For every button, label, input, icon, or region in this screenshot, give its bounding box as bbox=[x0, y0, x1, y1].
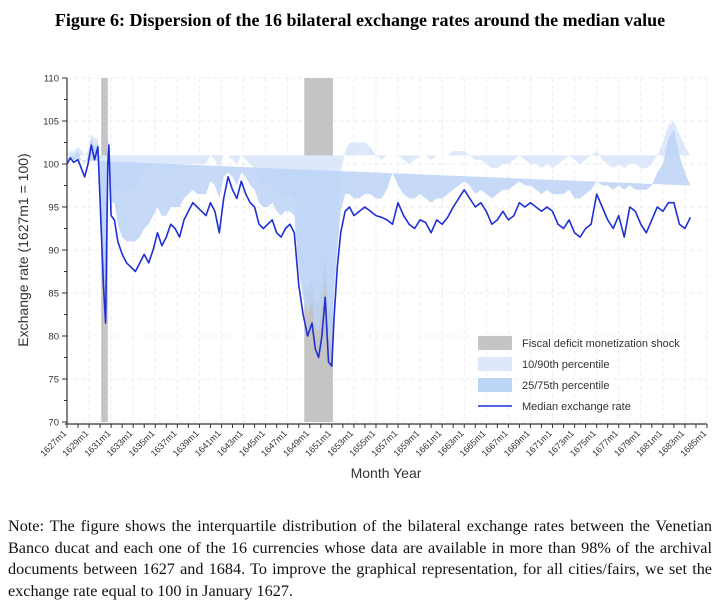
y-tick-label: 95 bbox=[48, 203, 59, 214]
legend-label: 10/90th percentile bbox=[522, 359, 609, 371]
y-tick-label: 85 bbox=[48, 289, 59, 300]
legend-label: Fiscal deficit monetization shock bbox=[522, 338, 680, 350]
median-line bbox=[66, 144, 692, 367]
chart: 7075808590951001051101627m11629m11631m11… bbox=[15, 74, 708, 482]
gridlines bbox=[66, 77, 708, 423]
y-tick-label: 110 bbox=[44, 74, 59, 85]
legend: Fiscal deficit monetization shock 10/90th… bbox=[478, 336, 680, 413]
legend-label: Median exchange rate bbox=[522, 401, 631, 413]
figure-title: Figure 6: Dispersion of the 16 bilateral… bbox=[54, 10, 666, 30]
y-tick-label: 75 bbox=[48, 375, 59, 386]
y-tick-label: 70 bbox=[48, 418, 59, 429]
x-axis-label: Month Year bbox=[351, 465, 422, 481]
legend-swatch-band2575 bbox=[478, 378, 512, 392]
band-25-75-percentile bbox=[67, 129, 691, 345]
legend-swatch-shock bbox=[478, 336, 512, 350]
y-tick-label: 100 bbox=[43, 160, 59, 171]
legend-label: 25/75th percentile bbox=[522, 380, 609, 392]
y-tick-label: 90 bbox=[48, 246, 59, 257]
y-tick-label: 105 bbox=[43, 117, 59, 128]
legend-swatch-band1090 bbox=[478, 357, 512, 371]
figure-note: Note: The figure shows the interquartile… bbox=[8, 517, 712, 600]
y-axis-label: Exchange rate (1627m1 = 100) bbox=[15, 153, 31, 346]
y-tick-label: 80 bbox=[48, 332, 59, 343]
